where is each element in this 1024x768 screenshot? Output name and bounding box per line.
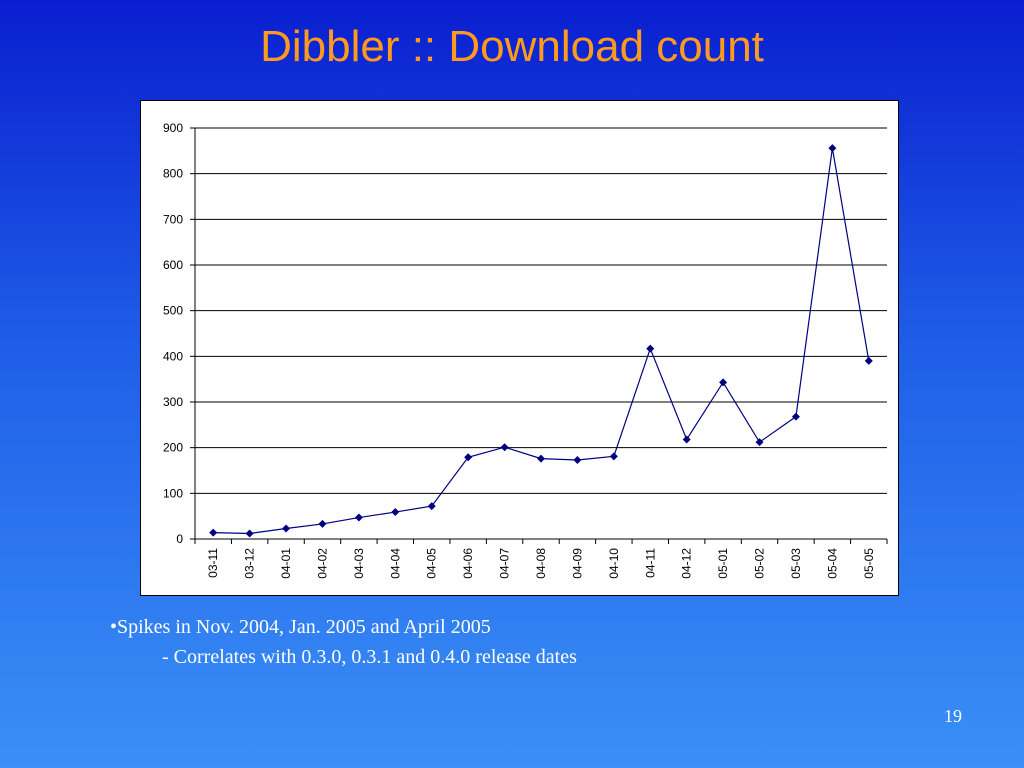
data-point-03-12 <box>245 529 254 538</box>
data-point-03-11 <box>209 528 218 537</box>
xtick-label-04-05: 04-05 <box>425 548 439 579</box>
data-point-05-04 <box>828 144 837 153</box>
data-point-04-11 <box>646 344 655 353</box>
data-point-04-06 <box>464 453 473 462</box>
data-point-05-05 <box>864 356 873 365</box>
xtick-label-04-02: 04-02 <box>315 548 329 579</box>
ytick-label-500: 500 <box>163 304 183 318</box>
xtick-label-04-06: 04-06 <box>461 548 475 579</box>
xtick-label-03-11: 03-11 <box>206 548 220 578</box>
xtick-label-04-01: 04-01 <box>279 548 293 579</box>
axes <box>194 128 887 540</box>
xtick-label-04-03: 04-03 <box>352 548 366 579</box>
series-downloads <box>209 144 873 538</box>
data-point-05-01 <box>719 378 728 387</box>
data-point-04-10 <box>609 452 618 461</box>
data-point-05-03 <box>791 412 800 421</box>
xtick-label-04-11: 04-11 <box>643 548 657 578</box>
page-number: 19 <box>944 706 962 726</box>
ytick-label-200: 200 <box>163 441 183 455</box>
xtick-label-04-12: 04-12 <box>680 548 694 579</box>
ytick-label-800: 800 <box>163 167 183 181</box>
y-axis-ticks: 0 100 200 300 400 500 600 700 800 900 <box>163 121 195 546</box>
bullet-correlation: - Correlates with 0.3.0, 0.3.1 and 0.4.0… <box>162 646 577 668</box>
xtick-label-05-03: 05-03 <box>789 548 803 579</box>
slide-notes: •Spikes in Nov. 2004, Jan. 2005 and Apri… <box>110 612 577 672</box>
xtick-label-04-07: 04-07 <box>498 548 512 579</box>
series-line <box>213 147 870 535</box>
bullet-spikes: •Spikes in Nov. 2004, Jan. 2005 and Apri… <box>110 616 491 638</box>
data-point-04-05 <box>427 502 436 511</box>
x-axis-ticks: 03-11 03-12 04-01 04-02 04-03 04-04 04-05 04-06… <box>194 539 888 579</box>
data-point-04-12 <box>682 435 691 444</box>
data-point-04-04 <box>391 508 400 517</box>
ytick-label-0: 0 <box>176 532 183 546</box>
data-point-05-02 <box>755 438 764 447</box>
data-point-04-02 <box>318 519 327 528</box>
xtick-label-04-04: 04-04 <box>388 548 402 579</box>
xtick-label-03-12: 03-12 <box>243 548 257 579</box>
ytick-label-100: 100 <box>163 486 183 500</box>
chart-area: 0 100 200 300 400 500 600 700 800 900 03-11 03-12 0… <box>140 100 899 596</box>
gridlines <box>195 127 887 494</box>
data-point-04-01 <box>282 524 291 533</box>
xtick-label-04-10: 04-10 <box>607 548 621 579</box>
ytick-label-700: 700 <box>163 212 183 226</box>
xtick-label-05-05: 05-05 <box>862 548 876 579</box>
data-point-04-03 <box>354 513 363 522</box>
ytick-label-900: 900 <box>163 121 183 135</box>
xtick-label-04-08: 04-08 <box>534 548 548 579</box>
xtick-label-05-01: 05-01 <box>716 548 730 579</box>
data-point-04-08 <box>537 454 545 463</box>
ytick-label-400: 400 <box>163 349 183 363</box>
slide-title: Dibbler :: Download count <box>260 22 764 71</box>
xtick-label-05-02: 05-02 <box>753 548 767 579</box>
ytick-label-600: 600 <box>163 258 183 272</box>
xtick-label-05-04: 05-04 <box>825 548 839 579</box>
data-point-04-09 <box>573 455 582 464</box>
data-point-04-07 <box>500 443 509 452</box>
xtick-label-04-09: 04-09 <box>570 548 584 579</box>
ytick-label-300: 300 <box>163 395 183 409</box>
